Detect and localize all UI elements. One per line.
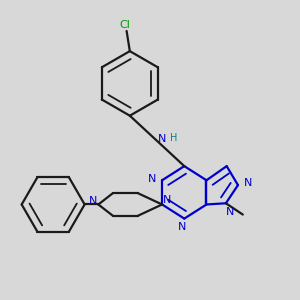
Text: H: H (169, 133, 177, 143)
Text: N: N (244, 178, 252, 188)
Text: N: N (178, 222, 187, 232)
Text: Cl: Cl (119, 20, 130, 29)
Text: N: N (148, 174, 157, 184)
Text: N: N (226, 207, 234, 217)
Text: N: N (158, 134, 166, 144)
Text: N: N (89, 196, 98, 206)
Text: N: N (163, 195, 171, 205)
